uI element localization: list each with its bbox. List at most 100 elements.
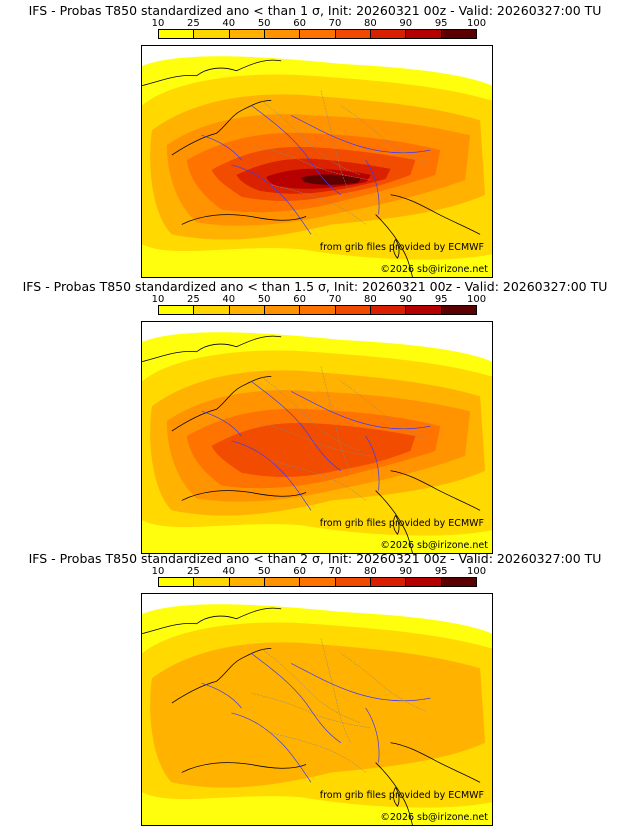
border-segment: [320, 638, 352, 743]
coastline-segment: [142, 607, 282, 635]
coastline-segment: [392, 787, 400, 807]
borders: [251, 90, 426, 225]
border-segment: [271, 184, 366, 225]
colorbar-tick-label: 95: [434, 566, 448, 577]
colorbar-tick-label: 90: [399, 18, 413, 29]
rivers: [201, 653, 431, 783]
coastline-segment: [390, 194, 481, 235]
colorbar-segment: [370, 578, 407, 586]
colorbar-tick-label: 80: [364, 566, 377, 577]
coastlines: [142, 607, 481, 825]
coastline-segment: [392, 515, 400, 535]
colorbar-tick-label: 50: [257, 18, 271, 29]
colorbar-tick-label: 70: [328, 294, 342, 305]
river-segment: [290, 115, 431, 154]
rivers: [201, 105, 431, 235]
colorbar-segment: [159, 306, 195, 314]
river-segment: [251, 105, 342, 196]
river-segment: [365, 159, 380, 215]
colorbar-tick-label: 90: [399, 566, 413, 577]
colorbar: [158, 29, 477, 39]
river-segment: [290, 391, 431, 430]
colorbar-tick-label: 40: [222, 566, 236, 577]
colorbar-segment: [335, 578, 371, 586]
colorbar-tick-label: 10: [151, 294, 165, 305]
borders: [251, 366, 426, 501]
colorbar-tick-label: 50: [257, 294, 271, 305]
source-credit: from grib files provided by ECMWF: [319, 518, 484, 529]
river-segment: [365, 435, 380, 491]
border-segment: [340, 653, 426, 712]
copyright-credit: ©2026 sb@irizone.net: [380, 264, 488, 275]
river-segment: [251, 381, 342, 472]
colorbar-segment: [229, 306, 265, 314]
border-segment: [271, 732, 366, 773]
coastlines: [142, 335, 481, 553]
colorbar-segment: [229, 578, 265, 586]
panel-title: IFS - Probas T850 standardized ano < tha…: [28, 551, 602, 566]
colorbar-tick-label: 95: [434, 294, 448, 305]
colorbar-tick-label: 90: [399, 294, 413, 305]
coastline-segment: [375, 490, 413, 553]
colorbar-tick-label: 10: [151, 18, 165, 29]
colorbar-segment: [406, 306, 442, 314]
colorbar-segment: [441, 306, 476, 314]
panel-title: IFS - Probas T850 standardized ano < tha…: [22, 279, 608, 294]
coastline-segment: [392, 239, 400, 259]
probability-area: [211, 422, 416, 477]
coastline-segment: [181, 214, 307, 225]
coastline-segment: [375, 214, 413, 277]
probability-panel-1-sigma: IFS - Probas T850 standardized ano < tha…: [0, 0, 630, 278]
colorbar-segment: [441, 30, 476, 38]
colorbar-segment: [300, 30, 336, 38]
border-segment: [251, 144, 371, 181]
probability-map: from grib files provided by ECMWF ©2026 …: [141, 45, 493, 278]
colorbar-tick-label: 50: [257, 566, 271, 577]
colorbar-segment: [264, 30, 301, 38]
coastline-segment: [181, 762, 307, 773]
coastline-segment: [171, 376, 272, 432]
border-segment: [261, 100, 361, 176]
colorbar-segment: [159, 30, 195, 38]
copyright-credit: ©2026 sb@irizone.net: [380, 812, 488, 823]
coastlines: [142, 59, 481, 277]
colorbar-segment: [441, 578, 476, 586]
colorbar-tick-label: 100: [467, 294, 487, 305]
river-segment: [365, 707, 380, 763]
border-segment: [340, 381, 426, 440]
colorbar-segment: [300, 578, 336, 586]
coastline-segment: [171, 100, 272, 156]
border-segment: [271, 460, 366, 501]
map-canvas: [142, 322, 492, 553]
probability-area: [301, 174, 361, 185]
colorbar-segment: [300, 306, 336, 314]
map-canvas: [142, 46, 492, 277]
colorbar-segment: [370, 30, 407, 38]
colorbar-segment: [264, 578, 301, 586]
coastline-segment: [181, 490, 307, 501]
colorbar-segment: [229, 30, 265, 38]
rivers: [201, 381, 431, 511]
border-segment: [320, 90, 352, 195]
colorbar-segment: [194, 30, 230, 38]
probability-panel-1-5-sigma: IFS - Probas T850 standardized ano < tha…: [0, 276, 630, 554]
copyright-credit: ©2026 sb@irizone.net: [380, 540, 488, 551]
coastline-segment: [142, 59, 282, 87]
colorbar-segment: [335, 306, 371, 314]
colorbar-tick-label: 60: [293, 294, 306, 305]
colorbar: [158, 577, 477, 587]
border-segment: [251, 420, 371, 457]
coastline-segment: [142, 335, 282, 363]
border-segment: [340, 105, 426, 164]
border-segment: [261, 376, 361, 452]
coastline-segment: [390, 470, 481, 511]
colorbar-labels: 10 25 40 50 60 70 80 90 95 100: [141, 566, 498, 578]
river-segment: [231, 164, 312, 235]
colorbar-tick-label: 70: [328, 18, 342, 29]
colorbar-labels: 10 25 40 50 60 70 80 90 95 100: [141, 294, 498, 306]
colorbar-tick-label: 95: [434, 18, 448, 29]
colorbar-tick-label: 100: [467, 566, 487, 577]
panel-title: IFS - Probas T850 standardized ano < tha…: [28, 3, 602, 18]
probability-area: [150, 642, 486, 788]
river-segment: [251, 653, 342, 744]
